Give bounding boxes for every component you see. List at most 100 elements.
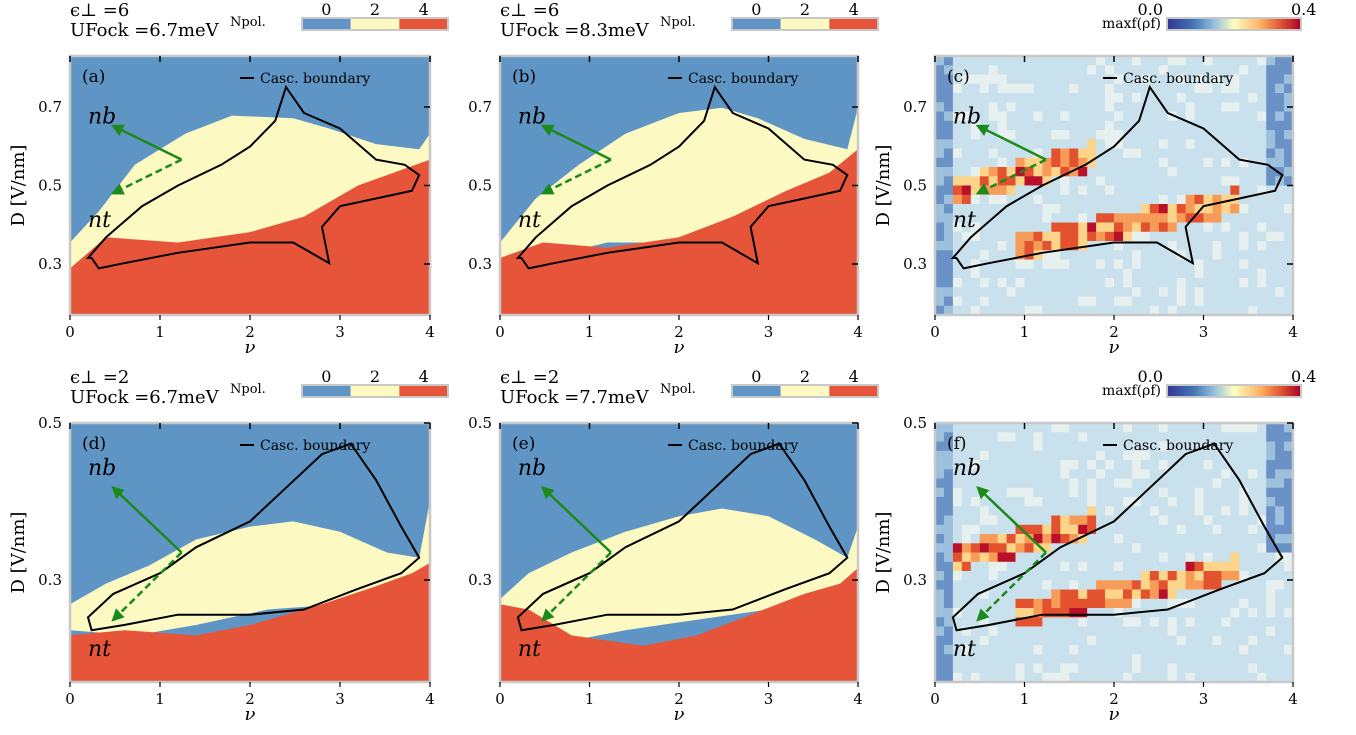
y-tick-label: 0.7 xyxy=(38,98,62,116)
x-tick-label: 2 xyxy=(1109,323,1119,341)
y-tick-label: 0.3 xyxy=(38,255,62,273)
cascade-boundary-line xyxy=(85,84,421,270)
colorbar-tick-label: 2 xyxy=(370,0,380,19)
y-tick-label: 0.7 xyxy=(903,98,927,116)
y-axis-label: D [V/nm] xyxy=(8,512,29,594)
colorbar-frame xyxy=(1166,384,1302,398)
plot-area xyxy=(70,56,430,315)
nt-arrow xyxy=(541,551,612,622)
x-tick-label: 4 xyxy=(853,323,863,341)
nb-label: nb xyxy=(953,456,981,481)
x-tick-label: 4 xyxy=(425,690,435,708)
colorbar-frame xyxy=(301,17,449,31)
nb-label: nb xyxy=(518,456,546,481)
legend-label: Casc. boundary xyxy=(688,438,798,454)
x-tick-label: 0 xyxy=(930,323,940,341)
nb-label: nb xyxy=(88,456,116,481)
panel-f: nb nt (f) Casc. boundary 0 1 2 3 4 ν 0.3 0.5 D [V/nm… xyxy=(873,367,1316,725)
x-axis-label: ν xyxy=(245,337,256,358)
colorbar-title: maxf(ρf) xyxy=(1102,16,1161,32)
legend-label: Casc. boundary xyxy=(1123,71,1233,87)
header-ufock: UFock =7.7meV xyxy=(500,387,650,408)
legend-label: Casc. boundary xyxy=(1123,438,1233,454)
panel-d: nb nt (d) Casc. boundary 0 1 2 3 4 ν 0.3 0.5 D [V/nm… xyxy=(8,367,449,725)
header-npol: Npol. xyxy=(230,15,266,30)
panel-c: nb nt (c) Casc. boundary 0 1 2 3 4 ν 0.3 0.5 0.7 D [V… xyxy=(873,0,1316,358)
colorbar-tick-label: 4 xyxy=(849,0,859,19)
colorbar-segment xyxy=(780,385,830,397)
region-npol-4 xyxy=(70,159,430,315)
x-tick-label: 0 xyxy=(495,323,505,341)
x-tick-label: 0 xyxy=(65,690,75,708)
header-epsilon: ϵ⊥ =2 xyxy=(500,367,559,388)
plot-area xyxy=(500,423,858,682)
y-tick-label: 0.5 xyxy=(38,177,62,195)
nt-arrow xyxy=(540,158,612,195)
colorbar-segment xyxy=(829,18,878,30)
x-tick-label: 2 xyxy=(1109,690,1119,708)
y-tick-label: 0.5 xyxy=(38,414,62,432)
header-epsilon: ϵ⊥ =6 xyxy=(70,0,129,21)
colorbar-gradient xyxy=(1167,385,1301,397)
x-tick-label: 3 xyxy=(335,323,345,341)
nb-arrow xyxy=(975,124,1047,161)
nt-label: nt xyxy=(518,637,541,662)
colorbar-tick-label: 0 xyxy=(751,0,761,19)
x-tick-label: 1 xyxy=(585,690,595,708)
cascade-boundary-line xyxy=(951,442,1284,632)
region-npol-4 xyxy=(500,568,858,682)
header-npol: Npol. xyxy=(230,382,266,397)
y-tick-label: 0.5 xyxy=(903,414,927,432)
y-axis-label: D [V/nm] xyxy=(8,145,29,227)
nt-label: nt xyxy=(518,208,541,233)
colorbar-tick-label: 2 xyxy=(370,367,380,386)
x-tick-label: 3 xyxy=(764,690,774,708)
heatmap-cells xyxy=(935,423,1293,682)
y-axis-label: D [V/nm] xyxy=(873,512,894,594)
y-tick-label: 0.3 xyxy=(903,571,927,589)
nt-label: nt xyxy=(953,208,976,233)
x-tick-label: 4 xyxy=(425,323,435,341)
colorbar-segment xyxy=(829,385,878,397)
colorbar-tick-label: 0 xyxy=(321,367,331,386)
nb-arrow xyxy=(111,486,183,554)
x-tick-label: 4 xyxy=(1288,690,1298,708)
plot-area xyxy=(500,56,858,315)
x-axis-label: ν xyxy=(674,337,685,358)
cascade-boundary-line xyxy=(950,84,1284,270)
region-npol-4 xyxy=(70,562,430,682)
x-axis-label: ν xyxy=(245,704,256,725)
header-npol: Npol. xyxy=(660,15,696,30)
x-tick-label: 3 xyxy=(1199,323,1209,341)
region-npol-2 xyxy=(500,508,858,646)
nt-label: nt xyxy=(953,637,976,662)
x-axis-label: ν xyxy=(1109,337,1120,358)
nt-arrow xyxy=(111,551,183,622)
x-tick-label: 2 xyxy=(674,323,684,341)
nb-label: nb xyxy=(518,104,546,129)
colorbar-tick-label: 0 xyxy=(321,0,331,19)
nb-arrow xyxy=(110,124,183,161)
colorbar-segment xyxy=(780,18,830,30)
plot-area xyxy=(70,423,430,682)
x-tick-label: 1 xyxy=(155,690,165,708)
colorbar-segment xyxy=(302,385,351,397)
y-tick-label: 0.5 xyxy=(903,177,927,195)
nb-arrow xyxy=(541,486,612,554)
y-axis-label: D [V/nm] xyxy=(873,145,894,227)
colorbar-segment xyxy=(350,385,400,397)
nt-arrow xyxy=(975,158,1047,195)
y-tick-label: 0.3 xyxy=(903,255,927,273)
x-tick-label: 4 xyxy=(1288,323,1298,341)
colorbar-tick-label: 2 xyxy=(800,0,810,19)
cascade-boundary-line xyxy=(86,442,421,632)
colorbar-tick-label: 0 xyxy=(751,367,761,386)
x-axis-label: ν xyxy=(1109,704,1120,725)
colorbar-segment xyxy=(732,385,781,397)
nt-label: nt xyxy=(88,637,111,662)
nb-arrow xyxy=(976,486,1047,554)
plot-area xyxy=(935,423,1293,682)
cascade-boundary-line xyxy=(515,84,849,270)
colorbar-tick-label: 0.0 xyxy=(1138,0,1163,19)
